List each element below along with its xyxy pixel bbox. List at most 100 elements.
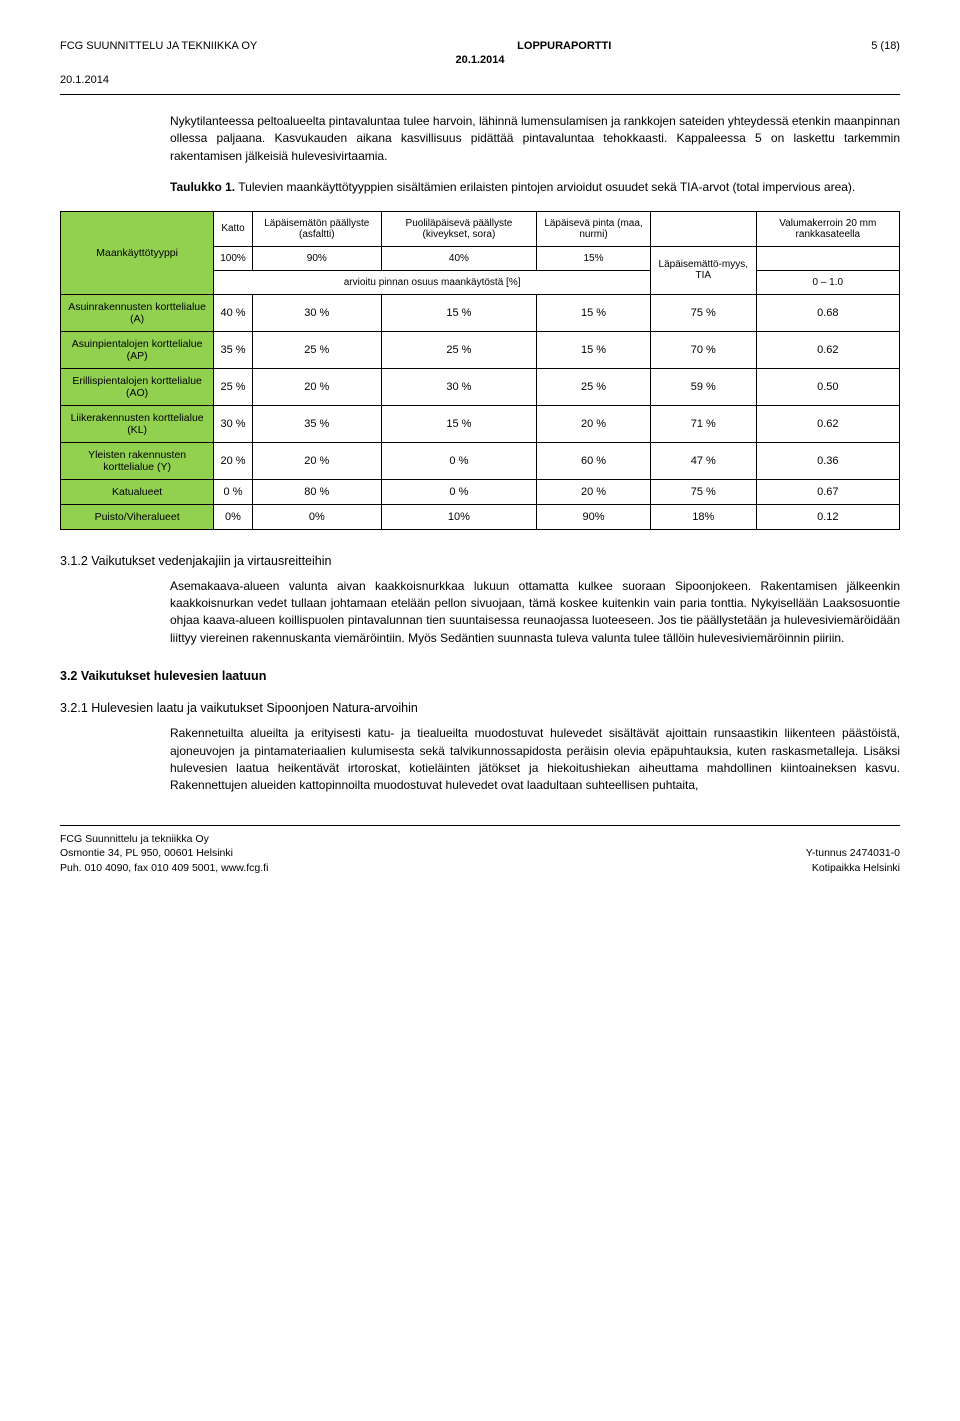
cell: 0.12 [756,504,899,529]
cell: 90% [537,504,651,529]
footer-left-2: Osmontie 34, PL 950, 00601 Helsinki [60,846,268,861]
row-label-5: Katualueet [61,479,214,504]
footer-right: Y-tunnus 2474031-0 Kotipaikka Helsinki [806,832,900,876]
cell: 25 % [537,368,651,405]
row-label-6: Puisto/Viheralueet [61,504,214,529]
cell: 0.67 [756,479,899,504]
cell: 0% [252,504,381,529]
header-center: LOPPURAPORTTI [517,40,611,52]
col-header-2: Puoliläpäisevä päällyste (kiveykset, sor… [381,211,536,246]
cell: 10% [381,504,536,529]
footer-left: FCG Suunnittelu ja tekniikka Oy Osmontie… [60,832,268,876]
cell: 30 % [214,405,253,442]
row-label-2: Erillispientalojen korttelialue (AO) [61,368,214,405]
cell: 25 % [252,331,381,368]
cell: 70 % [651,331,757,368]
cell: 20 % [252,368,381,405]
cell: 75 % [651,294,757,331]
cell: 0.68 [756,294,899,331]
heading-3-2: 3.2 Vaikutukset hulevesien laatuun [60,669,900,683]
page: FCG SUUNNITTELU JA TEKNIIKKA OY LOPPURAP… [0,0,960,916]
table-row: Asuinrakennusten korttelialue (A) 40 % 3… [61,294,900,331]
cell: 59 % [651,368,757,405]
tia-table: Maankäyttötyyppi Katto Läpäisemätön pääl… [60,211,900,530]
page-footer: FCG Suunnittelu ja tekniikka Oy Osmontie… [60,825,900,876]
header-separator [60,94,900,95]
cell: 35 % [214,331,253,368]
cell: 25 % [381,331,536,368]
header-date-center: 20.1.2014 [60,54,900,66]
header-right: 5 (18) [871,40,900,52]
pct-0: 100% [214,246,253,270]
cell: 20 % [252,442,381,479]
paragraph-1: Nykytilanteessa peltoalueelta pintavalun… [60,113,900,165]
footer-right-2: Kotipaikka Helsinki [806,861,900,876]
cell: 30 % [381,368,536,405]
heading-3-2-1: 3.2.1 Hulevesien laatu ja vaikutukset Si… [60,701,900,715]
page-header: FCG SUUNNITTELU JA TEKNIIKKA OY LOPPURAP… [60,40,900,52]
cell: 0.62 [756,331,899,368]
row-label-4: Yleisten rakennusten korttelialue (Y) [61,442,214,479]
col-header-3: Läpäisevä pinta (maa, nurmi) [537,211,651,246]
cell: 0 % [381,442,536,479]
row-label-3: Liikerakennusten korttelialue (KL) [61,405,214,442]
table-row: Puisto/Viheralueet 0% 0% 10% 90% 18% 0.1… [61,504,900,529]
header-left: FCG SUUNNITTELU JA TEKNIIKKA OY [60,40,257,52]
cell: 0 % [214,479,253,504]
table-row: Katualueet 0 % 80 % 0 % 20 % 75 % 0.67 [61,479,900,504]
cell: 0.36 [756,442,899,479]
heading-3-2-text: 3.2 Vaikutukset hulevesien laatuun [60,669,266,683]
pct-1: 90% [252,246,381,270]
footer-left-3: Puh. 010 4090, fax 010 409 5001, www.fcg… [60,861,268,876]
cell: 15 % [537,331,651,368]
table-row: Asuinpientalojen korttelialue (AP) 35 % … [61,331,900,368]
cell: 25 % [214,368,253,405]
cell: 30 % [252,294,381,331]
cell: 18% [651,504,757,529]
pct-5 [756,246,899,270]
footer-right-1: Y-tunnus 2474031-0 [806,846,900,861]
cell: 0% [214,504,253,529]
col-header-4 [651,211,757,246]
cell: 35 % [252,405,381,442]
paragraph-4: Rakennetuilta alueilta ja erityisesti ka… [60,725,900,795]
cell: 40 % [214,294,253,331]
footer-left-1: FCG Suunnittelu ja tekniikka Oy [60,832,268,847]
table-row: Yleisten rakennusten korttelialue (Y) 20… [61,442,900,479]
table-corner: Maankäyttötyyppi [61,211,214,294]
table-caption-bold: Taulukko 1. [170,180,235,194]
col-header-1: Läpäisemätön päällyste (asfaltti) [252,211,381,246]
header-date: 20.1.2014 [456,54,505,66]
cell: 0.62 [756,405,899,442]
cell: 20 % [537,479,651,504]
heading-3-1-2: 3.1.2 Vaikutukset vedenjakajiin ja virta… [60,554,900,568]
header-date-left: 20.1.2014 [60,74,900,86]
paragraph-3: Asemakaava-alueen valunta aivan kaakkois… [60,578,900,648]
cell: 15 % [537,294,651,331]
cell: 75 % [651,479,757,504]
cell: 20 % [214,442,253,479]
cell: 0.50 [756,368,899,405]
pct-2: 40% [381,246,536,270]
table-caption: Taulukko 1. Tulevien maankäyttötyyppien … [60,179,900,196]
row-label-1: Asuinpientalojen korttelialue (AP) [61,331,214,368]
col-header-5: Valumakerroin 20 mm rankkasateella [756,211,899,246]
cell: 0 % [381,479,536,504]
cell: 20 % [537,405,651,442]
cell: 15 % [381,405,536,442]
table-row: Erillispientalojen korttelialue (AO) 25 … [61,368,900,405]
note-span: arvioitu pinnan osuus maankäytöstä [%] [214,270,651,294]
pct-4: Läpäisemättö-myys, TIA [651,246,757,294]
cell: 80 % [252,479,381,504]
table-caption-rest: Tulevien maankäyttötyyppien sisältämien … [238,180,855,194]
col-header-0: Katto [214,211,253,246]
table-row: Liikerakennusten korttelialue (KL) 30 % … [61,405,900,442]
row-label-0: Asuinrakennusten korttelialue (A) [61,294,214,331]
pct-3: 15% [537,246,651,270]
note-right: 0 – 1.0 [756,270,899,294]
cell: 47 % [651,442,757,479]
cell: 15 % [381,294,536,331]
cell: 60 % [537,442,651,479]
cell: 71 % [651,405,757,442]
table-header-row-1: Maankäyttötyyppi Katto Läpäisemätön pääl… [61,211,900,246]
